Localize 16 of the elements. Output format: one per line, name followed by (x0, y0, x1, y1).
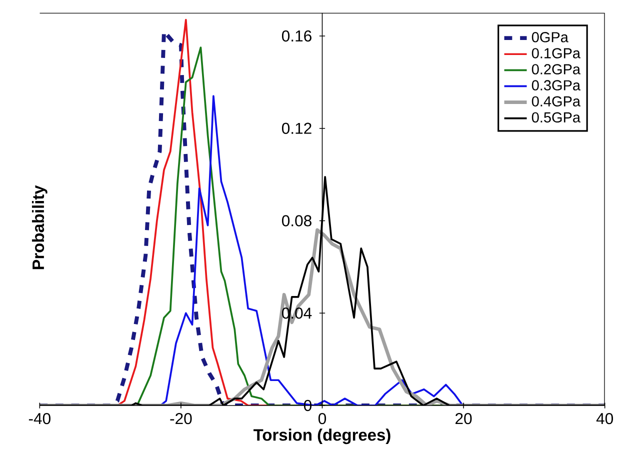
y-tick-label: 0.08 (282, 215, 312, 226)
x-tick-label: 40 (596, 412, 613, 424)
y-tick-label: 0.16 (282, 30, 312, 42)
legend-label: 0.5GPa (532, 112, 580, 123)
legend-label: 0GPa (532, 32, 568, 42)
legend-label: 0.1GPa (532, 48, 580, 58)
legend-label: 0.4GPa (532, 96, 580, 106)
x-tick-label: 0 (318, 412, 326, 424)
x-axis-title: Torsion (degrees) (254, 428, 390, 444)
y-tick-label: 0.12 (282, 122, 312, 134)
x-tick-label: -40 (28, 412, 50, 424)
x-tick-label: 20 (456, 412, 472, 424)
legend-label: 0.2GPa (532, 64, 580, 74)
x-tick-label: -20 (170, 412, 192, 424)
legend-label: 0.3GPa (532, 80, 580, 90)
y-axis-title: Probability (32, 185, 48, 270)
